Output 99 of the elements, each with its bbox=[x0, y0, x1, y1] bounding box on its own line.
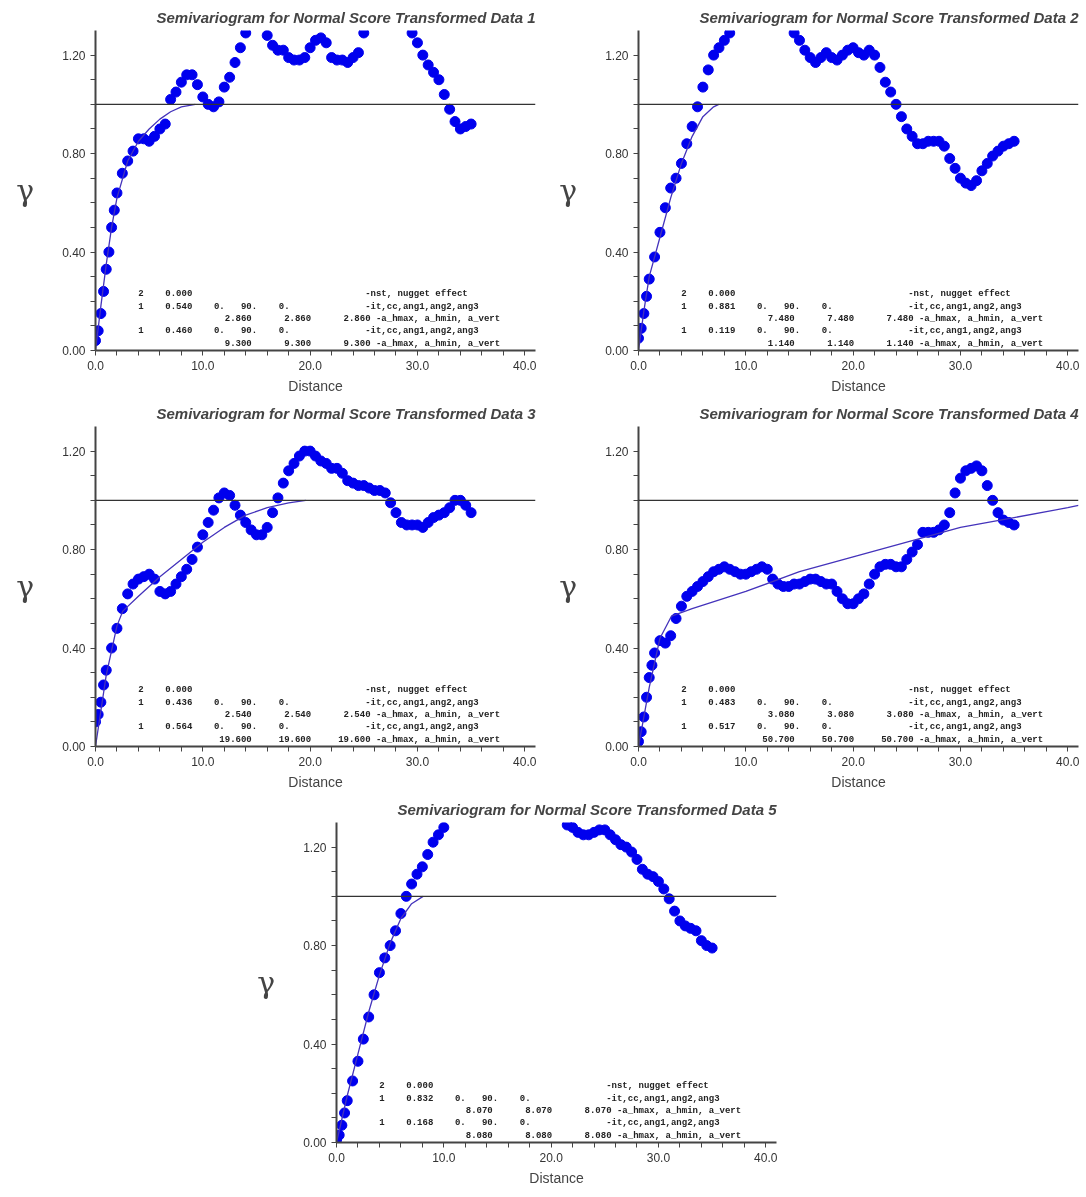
annotation: 1 0.436 0. 90. 0. -it,cc,ang1,ang2,ang3 bbox=[132, 697, 501, 708]
annotation: 1 0.832 0. 90. 0. -it,cc,ang1,ang2,ang3 bbox=[373, 1093, 742, 1104]
y-tick-label: 0.40 bbox=[605, 641, 629, 656]
x-tick-label: 20.0 bbox=[298, 358, 323, 373]
annotation: 1.140 1.140 1.140 -a_hmax, a_hmin, a_vert bbox=[675, 338, 1044, 349]
annotation: 1 0.564 0. 90. 0. -it,cc,ang1,ang2,ang3 bbox=[132, 722, 501, 733]
annotation: 2.540 2.540 2.540 -a_hmax, a_hmin, a_vert bbox=[132, 709, 501, 720]
y-tick-label: 0.40 bbox=[303, 1037, 327, 1052]
y-tick-label: 1.20 bbox=[62, 444, 86, 459]
point bbox=[631, 853, 643, 865]
annotation: 19.600 19.600 19.600 -a_hmax, a_hmin, a_vert bbox=[132, 734, 501, 745]
y-tick-label: 0.80 bbox=[605, 543, 629, 558]
annotation: 1 0.881 0. 90. 0. -it,cc,ang1,ang2,ang3 bbox=[675, 301, 1044, 312]
point bbox=[406, 878, 418, 890]
point bbox=[652, 876, 664, 888]
point bbox=[438, 822, 450, 833]
y-tick-label: 0.80 bbox=[62, 147, 86, 162]
y-tick-label: 0.40 bbox=[605, 245, 629, 260]
x-tick-label: 30.0 bbox=[948, 754, 973, 769]
x-tick-label: 40.0 bbox=[754, 1150, 778, 1165]
y-tick-label: 0.00 bbox=[605, 344, 629, 358]
y-tick-label: 0.80 bbox=[605, 147, 629, 162]
annotation: 2 0.000 -nst, nugget effect bbox=[675, 685, 1044, 696]
annotation: 2 0.000 -nst, nugget effect bbox=[132, 685, 501, 696]
x-tick-label: 40.0 bbox=[1056, 358, 1080, 373]
point bbox=[626, 846, 638, 858]
annotation: 8.080 8.080 8.080 -a_hmax, a_hmin, a_vert bbox=[373, 1130, 742, 1141]
point bbox=[690, 925, 702, 937]
annotation: 1 0.119 0. 90. 0. -it,cc,ang1,ang2,ang3 bbox=[675, 326, 1044, 337]
x-axis-title: Distance bbox=[288, 773, 343, 790]
x-tick-label: 0.0 bbox=[328, 1150, 346, 1165]
point bbox=[422, 849, 434, 860]
x-tick-label: 10.0 bbox=[432, 1150, 456, 1165]
x-tick-label: 10.0 bbox=[734, 754, 758, 769]
y-tick-label: 0.80 bbox=[303, 939, 327, 954]
annotation: 9.300 9.300 9.300 -a_hmax, a_hmin, a_vert bbox=[132, 338, 501, 349]
y-tick-label: 1.20 bbox=[605, 48, 629, 63]
annotation: 2 0.000 -nst, nugget effect bbox=[132, 289, 501, 300]
annotation: 1 0.168 0. 90. 0. -it,cc,ang1,ang2,ang3 bbox=[373, 1118, 742, 1129]
y-tick-label: 0.00 bbox=[303, 1136, 327, 1150]
chart-title: Semivariogram for Normal Score Transformed Data 3 bbox=[156, 404, 537, 422]
y-tick-label: 1.20 bbox=[303, 840, 327, 855]
annotation: 3.080 3.080 3.080 -a_hmax, a_hmin, a_vert bbox=[675, 709, 1044, 720]
x-tick-label: 20.0 bbox=[841, 754, 866, 769]
annotation: 2 0.000 -nst, nugget effect bbox=[675, 289, 1044, 300]
x-tick-label: 30.0 bbox=[405, 754, 430, 769]
y-tick-label: 0.40 bbox=[62, 641, 86, 656]
chart-title: Semivariogram for Normal Score Transformed Data 5 bbox=[397, 800, 778, 818]
y-axis-title: γ bbox=[16, 569, 35, 604]
y-axis-title: γ bbox=[559, 569, 578, 604]
x-tick-label: 0.0 bbox=[630, 358, 648, 373]
chart-title: Semivariogram for Normal Score Transformed Data 2 bbox=[699, 8, 1080, 26]
y-tick-label: 1.20 bbox=[605, 444, 629, 459]
x-tick-label: 0.0 bbox=[630, 754, 648, 769]
annotation: 7.480 7.480 7.480 -a_hmax, a_hmin, a_vert bbox=[675, 313, 1044, 324]
y-axis-title: γ bbox=[16, 173, 35, 208]
x-tick-label: 0.0 bbox=[87, 754, 105, 769]
x-axis-title: Distance bbox=[831, 377, 886, 394]
y-axis-title: γ bbox=[559, 173, 578, 208]
x-tick-label: 20.0 bbox=[539, 1150, 564, 1165]
annotation: 1 0.483 0. 90. 0. -it,cc,ang1,ang2,ang3 bbox=[675, 697, 1044, 708]
x-axis-title: Distance bbox=[288, 377, 343, 394]
x-tick-label: 10.0 bbox=[734, 358, 758, 373]
point bbox=[411, 868, 423, 880]
point bbox=[658, 883, 670, 895]
point bbox=[669, 905, 681, 917]
annotation: 1 0.540 0. 90. 0. -it,cc,ang1,ang2,ang3 bbox=[132, 301, 501, 312]
point bbox=[427, 836, 439, 848]
annotation: 2 0.000 -nst, nugget effect bbox=[373, 1081, 742, 1092]
chart-title: Semivariogram for Normal Score Transformed Data 1 bbox=[156, 8, 536, 26]
y-tick-label: 0.00 bbox=[62, 740, 86, 754]
y-tick-label: 0.40 bbox=[62, 245, 86, 260]
annotation: 2.860 2.860 2.860 -a_hmax, a_hmin, a_vert bbox=[132, 313, 501, 324]
chart-title: Semivariogram for Normal Score Transformed Data 4 bbox=[699, 404, 1080, 422]
point bbox=[416, 861, 428, 873]
annotation: 8.070 8.070 8.070 -a_hmax, a_hmin, a_vert bbox=[373, 1105, 742, 1116]
x-axis-title: Distance bbox=[831, 773, 886, 790]
x-tick-label: 40.0 bbox=[513, 754, 537, 769]
y-tick-label: 1.20 bbox=[62, 48, 86, 63]
y-tick-label: 0.00 bbox=[62, 344, 86, 358]
annotation: 1 0.460 0. 90. 0. -it,cc,ang1,ang2,ang3 bbox=[132, 326, 501, 337]
y-tick-label: 0.80 bbox=[62, 543, 86, 558]
x-tick-label: 40.0 bbox=[1056, 754, 1080, 769]
x-tick-label: 40.0 bbox=[513, 358, 537, 373]
x-tick-label: 30.0 bbox=[646, 1150, 671, 1165]
x-tick-label: 20.0 bbox=[841, 358, 866, 373]
point bbox=[432, 829, 444, 841]
annotation: 1 0.517 0. 90. 0. -it,cc,ang1,ang2,ang3 bbox=[675, 722, 1044, 733]
y-axis-title: γ bbox=[257, 965, 276, 1000]
x-tick-label: 20.0 bbox=[298, 754, 323, 769]
x-axis-title: Distance bbox=[529, 1169, 584, 1186]
annotation: 50.700 50.700 50.700 -a_hmax, a_hmin, a_vert bbox=[675, 734, 1044, 745]
x-tick-label: 10.0 bbox=[191, 754, 215, 769]
x-tick-label: 0.0 bbox=[87, 358, 105, 373]
x-tick-label: 10.0 bbox=[191, 358, 215, 373]
x-tick-label: 30.0 bbox=[948, 358, 973, 373]
point bbox=[706, 942, 718, 954]
y-tick-label: 0.00 bbox=[605, 740, 629, 754]
x-tick-label: 30.0 bbox=[405, 358, 430, 373]
